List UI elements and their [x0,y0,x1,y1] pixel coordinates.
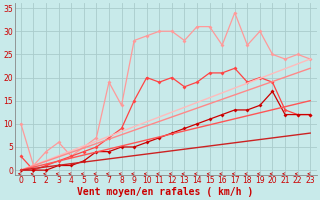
X-axis label: Vent moyen/en rafales ( km/h ): Vent moyen/en rafales ( km/h ) [77,187,254,197]
